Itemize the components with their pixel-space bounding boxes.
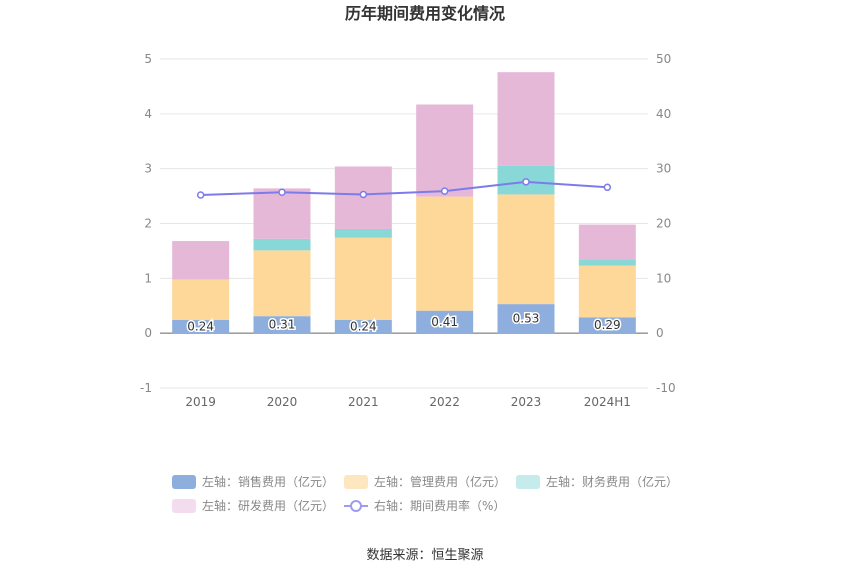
legend[interactable]: 左轴：销售费用（亿元） 左轴：管理费用（亿元） 左轴：财务费用（亿元） 左轴：研… (172, 474, 678, 513)
legend-item-admin[interactable]: 左轴：管理费用（亿元） (344, 474, 506, 489)
left-tick-label: 0 (144, 326, 152, 340)
x-tick-label: 2022 (429, 395, 460, 409)
rate-point (603, 183, 612, 192)
bar-segment (172, 279, 230, 321)
right-tick-label: 40 (656, 107, 671, 121)
right-tick-label: 0 (656, 326, 664, 340)
legend-label-sales: 左轴：销售费用（亿元） (202, 474, 334, 489)
right-tick-label: -10 (656, 381, 676, 395)
legend-item-sales[interactable]: 左轴：销售费用（亿元） (172, 474, 334, 489)
bar-data-label: 0.53 (513, 312, 540, 326)
right-tick-label: 20 (656, 217, 671, 231)
bar-segment (578, 259, 636, 266)
bar-data-label: 0.24 (187, 320, 214, 334)
legend-swatch-finance (516, 475, 540, 489)
x-tick-label: 2020 (267, 395, 298, 409)
x-tick-label: 2023 (511, 395, 542, 409)
bar-segment (253, 250, 311, 317)
bar-segment (416, 310, 474, 334)
bar-segment (334, 228, 392, 238)
bar-segment (253, 238, 311, 251)
legend-item-rate[interactable]: 右轴：期间费用率（%） (344, 498, 505, 513)
right-tick-label: 10 (656, 271, 671, 285)
x-axis: 2019 2020 2021 2022 2023 2024H1 (185, 395, 631, 409)
bar-segment (578, 224, 636, 260)
bar-data-label: 0.31 (269, 318, 296, 332)
bar-segment (578, 265, 636, 318)
legend-label-finance: 左轴：财务费用（亿元） (546, 474, 678, 489)
x-tick-label: 2019 (185, 395, 216, 409)
bars: 0.24 0.31 0.24 0.41 0.53 0.29 (172, 72, 636, 335)
legend-swatch-rd (172, 499, 196, 513)
bar-segment (253, 316, 311, 334)
bar-data-label: 0.41 (431, 315, 458, 329)
legend-marker-rate (350, 500, 362, 512)
source-note: 数据来源：恒生聚源 (366, 548, 483, 563)
bar-segment (334, 237, 392, 321)
bar-segment (334, 320, 392, 334)
grid (160, 58, 648, 389)
legend-swatch-sales (172, 475, 196, 489)
legend-label-rate: 右轴：期间费用率（%） (374, 498, 505, 513)
bar-segment (497, 72, 555, 166)
legend-swatch-admin (344, 475, 368, 489)
bar-segment (497, 304, 555, 334)
chart-title: 历年期间费用变化情况 (345, 4, 505, 23)
rate-line (196, 178, 612, 199)
rate-point (440, 187, 449, 195)
bar-data-label: 0.29 (594, 318, 621, 332)
legend-item-finance[interactable]: 左轴：财务费用（亿元） (516, 474, 678, 489)
left-tick-label: -1 (140, 381, 152, 395)
left-tick-label: 4 (144, 107, 152, 121)
bar-segment (578, 317, 636, 334)
rate-point (359, 190, 368, 199)
rate-point (522, 178, 530, 186)
left-tick-label: 5 (144, 52, 152, 66)
bar-segment (497, 194, 555, 305)
left-axis: -1 0 1 2 3 4 5 (140, 52, 152, 395)
right-axis: -10 0 10 20 30 40 50 (656, 52, 676, 395)
rate-line-path (200, 180, 608, 196)
left-tick-label: 3 (144, 162, 152, 176)
bar-segment (253, 188, 311, 239)
left-tick-label: 2 (144, 217, 152, 231)
legend-label-admin: 左轴：管理费用（亿元） (374, 474, 506, 489)
bar-segment (172, 320, 230, 334)
bar-segment (416, 104, 474, 197)
bar-segment (416, 196, 474, 311)
bar-segment (172, 241, 230, 280)
right-tick-label: 30 (656, 162, 671, 176)
right-tick-label: 50 (656, 52, 671, 66)
left-tick-label: 1 (144, 271, 152, 285)
rate-point (278, 188, 286, 196)
rate-point (196, 191, 205, 199)
legend-label-rd: 左轴：研发费用（亿元） (202, 498, 334, 513)
bar-data-label: 0.24 (350, 320, 377, 334)
x-tick-label: 2024H1 (584, 395, 631, 409)
x-tick-label: 2021 (348, 395, 379, 409)
legend-item-rd[interactable]: 左轴：研发费用（亿元） (172, 498, 334, 513)
